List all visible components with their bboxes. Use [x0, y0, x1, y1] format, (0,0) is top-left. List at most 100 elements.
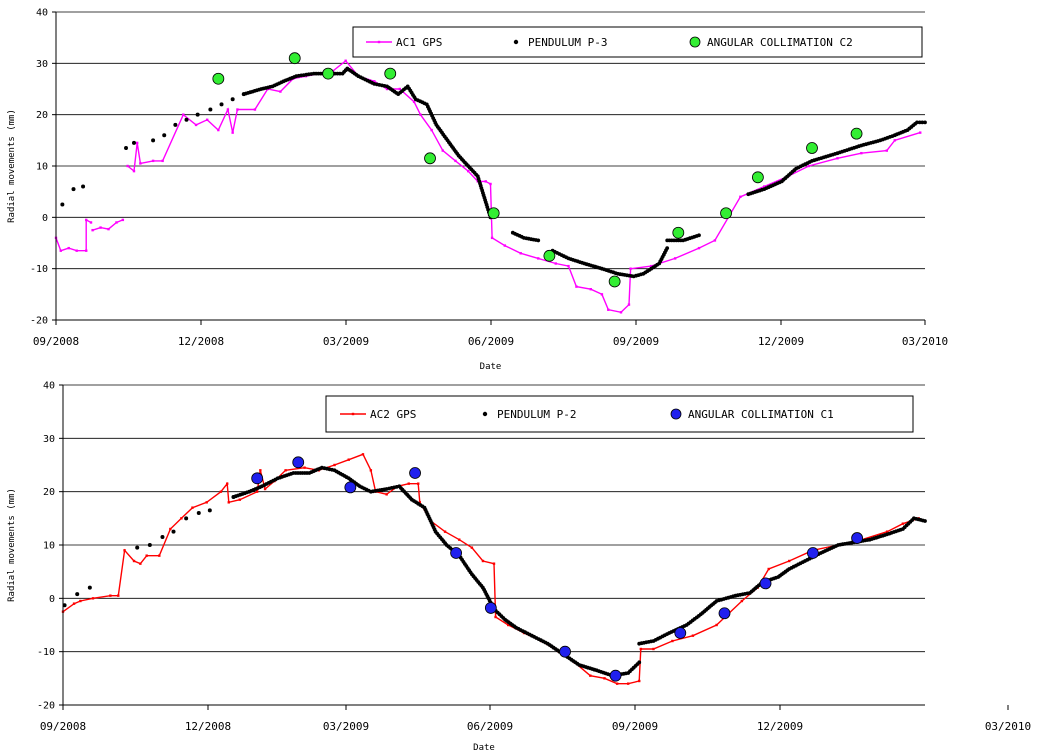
pendulum-point	[219, 102, 224, 107]
gps-point	[194, 123, 198, 127]
y-tick-label: -10	[37, 647, 55, 658]
gps-point	[333, 463, 336, 467]
pendulum-point	[162, 133, 167, 138]
gps-point	[575, 285, 578, 288]
gps-point	[494, 615, 497, 619]
x-tick-label: 12/2009	[757, 720, 803, 733]
gps-point	[639, 647, 643, 651]
gps-point	[671, 639, 674, 643]
collimation-marker	[609, 669, 622, 682]
gps-point	[85, 249, 88, 252]
gps-point	[145, 554, 148, 557]
gps-point	[161, 159, 164, 163]
gps-point	[205, 118, 209, 121]
gps-point	[417, 482, 420, 485]
gps-point	[619, 311, 623, 314]
gps-point	[430, 128, 433, 132]
x-axis-title: Date	[473, 743, 495, 753]
gps-point	[123, 549, 126, 552]
gps-point	[85, 218, 88, 222]
collimation-marker	[608, 275, 621, 288]
gps-point	[885, 530, 889, 533]
pendulum-point	[923, 120, 927, 125]
pendulum-point	[536, 238, 541, 243]
pendulum-point	[124, 146, 129, 151]
gps-point	[91, 597, 95, 600]
x-tick-label: 03/2009	[323, 720, 369, 733]
gps-point	[739, 195, 742, 198]
gps-point	[537, 257, 540, 260]
gps-point	[589, 288, 592, 291]
gps-point	[627, 303, 631, 306]
collimation-marker	[751, 171, 764, 184]
gps-point	[626, 682, 630, 685]
gps-point	[115, 221, 118, 224]
gps-point	[443, 530, 447, 533]
collimation-marker	[322, 67, 335, 80]
y-tick-label: 10	[36, 162, 48, 173]
gps-point	[715, 623, 718, 627]
gps-point	[503, 244, 507, 247]
gps-point	[132, 559, 136, 563]
gps-point	[79, 599, 82, 603]
gps-point	[763, 185, 766, 188]
gps-point	[236, 108, 239, 111]
gps-point	[259, 469, 262, 472]
gps-point	[901, 522, 905, 525]
gps-point	[238, 498, 242, 501]
legend-label-pendulum: PENDULUM P-2	[497, 408, 576, 421]
gps-point	[489, 182, 492, 186]
legend-label-gps: AC1 GPS	[396, 36, 442, 49]
pendulum-point	[87, 585, 92, 590]
gps-point	[226, 108, 230, 111]
pendulum-point	[184, 117, 189, 122]
pendulum-point	[151, 138, 156, 143]
legend: AC1 GPS PENDULUM P-3 ANGULAR COLLIMATION C…	[352, 26, 923, 58]
collimation-marker	[292, 456, 305, 469]
pendulum-point	[60, 202, 65, 207]
pendulum-point	[920, 120, 925, 125]
y-tick-label: 30	[43, 434, 55, 445]
gps-point	[919, 131, 922, 134]
gps-point	[191, 506, 194, 509]
collimation-marker	[487, 207, 500, 220]
pendulum-point	[171, 529, 176, 534]
legend-label-pendulum: PENDULUM P-3	[528, 36, 607, 49]
axes: -20 -10 0 10 20 30 40 09/2008 12/2008 03/2009 06/2…	[30, 8, 948, 349]
pendulum-point	[135, 545, 140, 550]
legend-gps-point	[377, 40, 381, 44]
gps-point	[398, 87, 401, 91]
gps-point	[217, 128, 220, 132]
gps-point	[458, 538, 461, 541]
gps-point	[117, 594, 120, 597]
gps-point	[567, 264, 570, 268]
y-tick-label: -20	[37, 701, 55, 712]
collimation-marker	[759, 577, 772, 590]
gps-point	[615, 682, 619, 685]
y-tick-label: 40	[43, 381, 55, 392]
gps-point	[121, 218, 125, 222]
collimation-marker	[850, 127, 863, 140]
collimation-marker	[851, 532, 864, 544]
x-tick-label: 12/2008	[178, 335, 224, 348]
pendulum-point	[917, 120, 922, 125]
gps-point	[361, 453, 365, 456]
x-tick-label: 06/2009	[468, 335, 514, 348]
gps-point	[492, 562, 496, 565]
x-tick-label: 09/2009	[613, 335, 659, 348]
gps-point	[807, 164, 811, 168]
gps-point	[132, 169, 136, 173]
gps-point	[373, 80, 376, 83]
y-tick-label: 0	[42, 213, 48, 224]
gps-point	[554, 262, 557, 265]
gps-point	[893, 139, 896, 142]
gps-point	[589, 674, 592, 677]
grid-lines	[63, 384, 925, 706]
legend-label-collimation: ANGULAR COLLIMATION C1	[688, 408, 834, 421]
gps-point	[139, 562, 142, 565]
pendulum-point	[208, 107, 213, 112]
gps-point	[72, 602, 76, 605]
pendulum-point	[160, 535, 165, 539]
gps-line	[127, 59, 921, 314]
